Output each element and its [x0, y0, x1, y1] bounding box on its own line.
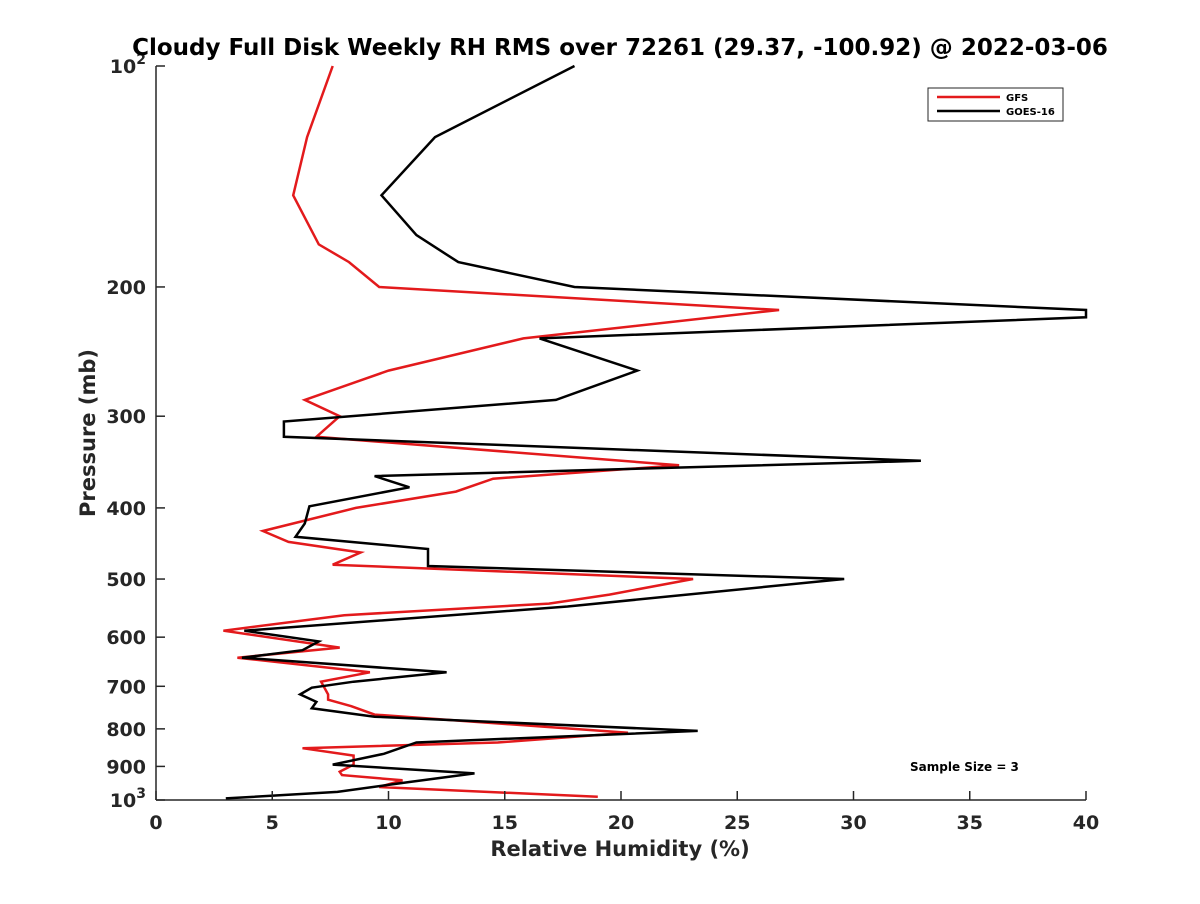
y-tick-label: 200: [106, 277, 146, 299]
x-tick-label: 5: [266, 812, 279, 834]
y-axis-label: Pressure (mb): [76, 349, 100, 517]
x-tick-label: 35: [957, 812, 983, 834]
y-tick-label: 700: [106, 676, 146, 698]
y-tick-label: 103: [110, 786, 146, 812]
legend-label-goes16: GOES-16: [1006, 107, 1055, 118]
y-tick-label: 102: [110, 52, 146, 78]
x-tick-label: 20: [608, 812, 634, 834]
legend: GFS GOES-16: [927, 87, 1064, 122]
y-tick-label: 600: [106, 627, 146, 649]
x-tick-label: 30: [840, 812, 866, 834]
y-tick-label: 800: [106, 719, 146, 741]
x-tick-label: 15: [492, 812, 518, 834]
series-line-gfs: [223, 65, 780, 799]
x-tick-label: 25: [724, 812, 750, 834]
series-lines-layer: [223, 64, 1088, 800]
x-tick-label: 10: [375, 812, 401, 834]
y-axis-ticks: 102 200 300 400 500 600 700 800 900 103: [106, 52, 165, 812]
y-tick-label: 300: [106, 406, 146, 428]
sample-size-annotation: Sample Size = 3: [910, 760, 1019, 774]
x-axis-label: Relative Humidity (%): [490, 837, 749, 861]
y-tick-label: 900: [106, 756, 146, 778]
x-tick-label: 40: [1073, 812, 1099, 834]
series-line-goes-16: [225, 64, 1088, 800]
legend-box: [927, 87, 1064, 122]
legend-label-gfs: GFS: [1006, 93, 1028, 104]
y-tick-label: 500: [106, 569, 146, 591]
y-tick-label: 400: [106, 498, 146, 520]
chart-title: Cloudy Full Disk Weekly RH RMS over 7226…: [132, 35, 1108, 61]
x-tick-label: 0: [149, 812, 162, 834]
x-axis-ticks: 0 5 10 15 20 25 30 35 40: [149, 791, 1099, 834]
